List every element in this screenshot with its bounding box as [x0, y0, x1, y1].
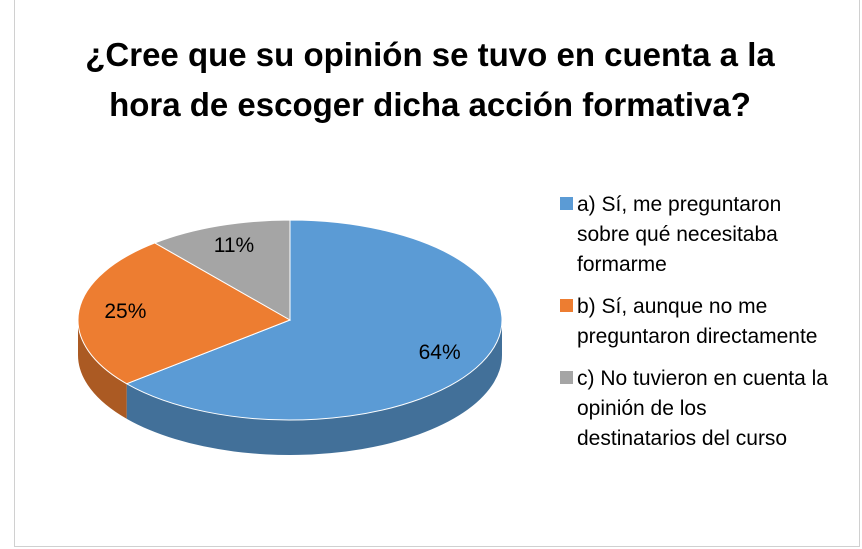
- legend: a) Sí, me preguntaron sobre qué necesita…: [560, 190, 830, 466]
- data-label: 25%: [104, 300, 146, 323]
- legend-label: a) Sí, me preguntaron sobre qué necesita…: [577, 193, 782, 276]
- data-label: 11%: [214, 234, 254, 257]
- legend-item: b) Sí, aunque no me preguntaron directam…: [560, 292, 830, 352]
- legend-label: c) No tuvieron en cuenta la opinión de l…: [577, 367, 828, 450]
- chart-title: ¿Cree que su opinión se tuvo en cuenta a…: [85, 36, 775, 123]
- chart-frame: [14, 0, 860, 547]
- legend-swatch: [560, 299, 573, 312]
- pie-slice: [153, 219, 291, 321]
- data-label: 64%: [419, 341, 461, 364]
- legend-item: a) Sí, me preguntaron sobre qué necesita…: [560, 190, 830, 280]
- legend-label: b) Sí, aunque no me preguntaron directam…: [577, 295, 818, 348]
- legend-item: c) No tuvieron en cuenta la opinión de l…: [560, 364, 830, 454]
- pie-slice: [77, 242, 292, 385]
- pie-slice: [125, 219, 503, 421]
- legend-swatch: [560, 371, 573, 384]
- pie-side: [78, 320, 127, 419]
- legend-swatch: [560, 197, 573, 210]
- pie-side: [126, 320, 503, 456]
